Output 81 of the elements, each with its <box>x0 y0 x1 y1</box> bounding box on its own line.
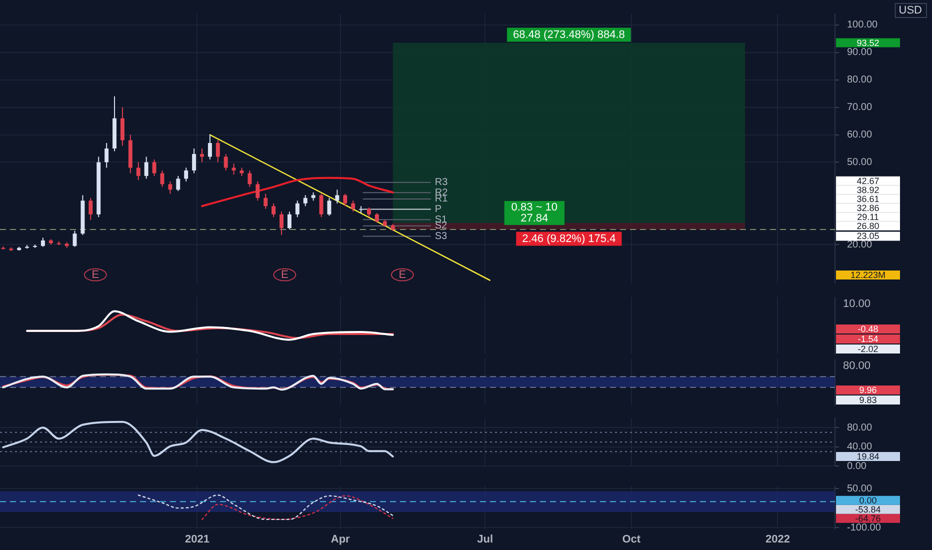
annotation: 0.83 ~ 10 27.84 <box>511 202 558 225</box>
x-tick-label: Jul <box>477 533 494 546</box>
text: -1.54 <box>858 334 878 344</box>
text: 93.52 <box>856 38 880 48</box>
y-tick-label: 0.00 <box>847 460 867 472</box>
candlestick <box>280 211 284 236</box>
candlestick <box>192 148 196 174</box>
annotation: E <box>92 268 100 281</box>
y-tick-label: 100.00 <box>847 20 878 31</box>
candlestick <box>168 180 172 194</box>
line-series <box>201 495 394 520</box>
candlestick <box>303 194 308 207</box>
candlestick <box>374 212 379 224</box>
ref-line-label: R3 <box>434 177 448 188</box>
candlestick <box>224 153 228 171</box>
text: 42.67 <box>856 176 880 186</box>
text: 9.83 <box>859 394 877 405</box>
text: 38.92 <box>856 184 880 195</box>
text: 19.84 <box>856 451 880 462</box>
candlestick <box>160 170 164 188</box>
candlestick <box>343 193 348 207</box>
candlestick <box>216 140 220 163</box>
text: -0.48 <box>858 324 878 334</box>
text: 12.223M <box>850 270 886 280</box>
y-tick-label: 80.00 <box>847 422 872 434</box>
candlestick <box>208 134 212 160</box>
candlestick <box>264 193 268 210</box>
candlestick <box>256 180 260 202</box>
candlestick <box>184 167 188 182</box>
text: 9.96 <box>859 384 877 395</box>
x-tick-label: 2022 <box>766 533 790 546</box>
text: -53.84 <box>855 504 881 514</box>
y-tick-label: 50.00 <box>847 483 872 494</box>
line-series <box>2 420 394 464</box>
y-tick-label: 70.00 <box>847 102 872 114</box>
text: 23.05 <box>856 231 880 242</box>
line-series <box>138 494 394 520</box>
candlestick <box>176 175 180 192</box>
ref-line-label: P <box>434 204 442 216</box>
text: -64.76 <box>855 513 881 524</box>
candlestick <box>88 197 93 220</box>
candlestick <box>248 170 252 188</box>
candlestick <box>136 162 140 181</box>
text: 10.00 <box>843 298 871 310</box>
text: 26.80 <box>856 220 880 231</box>
candlestick <box>200 148 204 163</box>
y-tick-label: 90.00 <box>847 47 872 58</box>
candlestick <box>152 158 156 176</box>
candlestick <box>144 156 148 180</box>
text: USD <box>898 4 922 17</box>
line-series <box>200 176 394 208</box>
candlestick <box>120 106 124 146</box>
text: -2.02 <box>858 344 878 354</box>
ref-line-label: S3 <box>434 230 448 242</box>
candlestick <box>319 193 324 218</box>
y-tick-label: 60.00 <box>847 130 872 141</box>
candlestick <box>351 200 356 212</box>
x-tick-label: Oct <box>622 533 641 546</box>
text: 29.11 <box>857 212 879 222</box>
candlestick <box>272 202 276 218</box>
text: 32.86 <box>856 202 880 213</box>
candlestick <box>40 237 45 248</box>
x-tick-label: Apr <box>330 533 351 546</box>
y-tick-label: 50.00 <box>847 156 872 168</box>
candlestick <box>327 197 332 216</box>
y-tick-label: 80.00 <box>847 74 872 86</box>
candlestick <box>104 142 109 168</box>
annotation: E <box>398 268 406 281</box>
annotation: E <box>281 268 288 281</box>
y-tick-label: -100.00 <box>847 522 882 534</box>
candlestick <box>295 200 300 218</box>
y-tick-label: 40.00 <box>847 442 872 453</box>
candlestick <box>367 207 371 218</box>
band-label: 2.46 (9.82%) 175.4 <box>522 232 616 245</box>
x-tick-label: 2021 <box>184 533 210 546</box>
text: 36.61 <box>856 194 880 204</box>
candlestick <box>232 163 236 176</box>
candlestick <box>287 211 292 230</box>
y-tick-label: 20.00 <box>847 239 872 250</box>
candlestick <box>335 189 340 204</box>
band-label: 68.48 (273.48%) 884.8 <box>512 28 625 41</box>
